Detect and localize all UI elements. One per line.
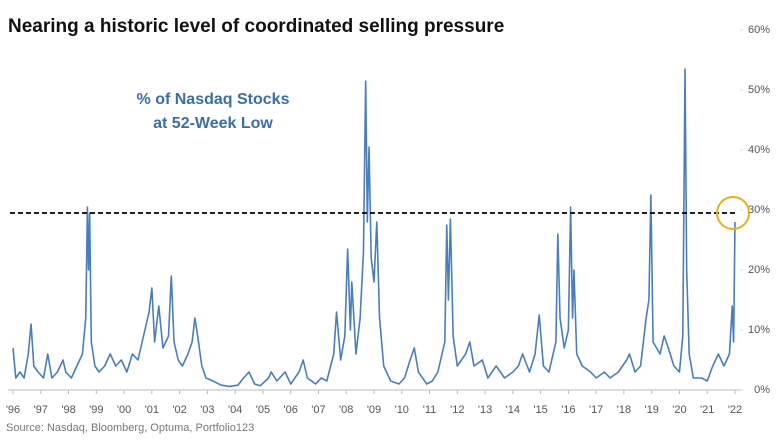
x-tick-label: '01 [145,404,159,416]
x-tick-label: '97 [34,404,48,416]
chart-title: Nearing a historic level of coordinated … [8,16,504,37]
x-tick-label: '03 [200,404,214,416]
x-tick-label: '19 [645,404,659,416]
y-tick-label: 50% [748,84,770,96]
x-tick-label: '06 [284,404,298,416]
x-tick-label: '08 [339,404,353,416]
x-tick-label: '12 [450,404,464,416]
x-tick-label: '18 [617,404,631,416]
x-tick-label: '15 [533,404,547,416]
x-tick-label: '22 [728,404,742,416]
x-tick-label: '02 [172,404,186,416]
y-tick-label: 0% [754,384,770,396]
x-tick-label: '20 [672,404,686,416]
y-tick-label: 20% [748,264,770,276]
source: Source: Nasdaq, Bloomberg, Optuma, Portf… [6,422,254,434]
x-tick-label: '04 [228,404,242,416]
x-tick-label: '07 [311,404,325,416]
x-tick-label: '21 [700,404,714,416]
highlight-circle [716,196,750,230]
x-tick-label: '13 [478,404,492,416]
y-tick-label: 60% [748,24,770,36]
x-tick-label: '16 [561,404,575,416]
y-tick-label: 10% [748,324,770,336]
x-tick-label: '99 [89,404,103,416]
x-tick-label: '09 [367,404,381,416]
y-tick-label: 40% [748,144,770,156]
x-tick-label: '17 [589,404,603,416]
x-tick-label: '11 [423,404,437,416]
y-tick-label: 30% [748,204,770,216]
x-tick-label: '00 [117,404,131,416]
x-tick-label: '10 [395,404,409,416]
x-tick-label: '14 [506,404,520,416]
x-tick-label: '05 [256,404,270,416]
annotation: % of Nasdaq Stocks [137,91,290,108]
series-line [12,68,736,388]
annotation: at 52-Week Low [153,115,273,132]
x-tick-label: '98 [61,404,75,416]
x-tick-label: '96 [6,404,20,416]
